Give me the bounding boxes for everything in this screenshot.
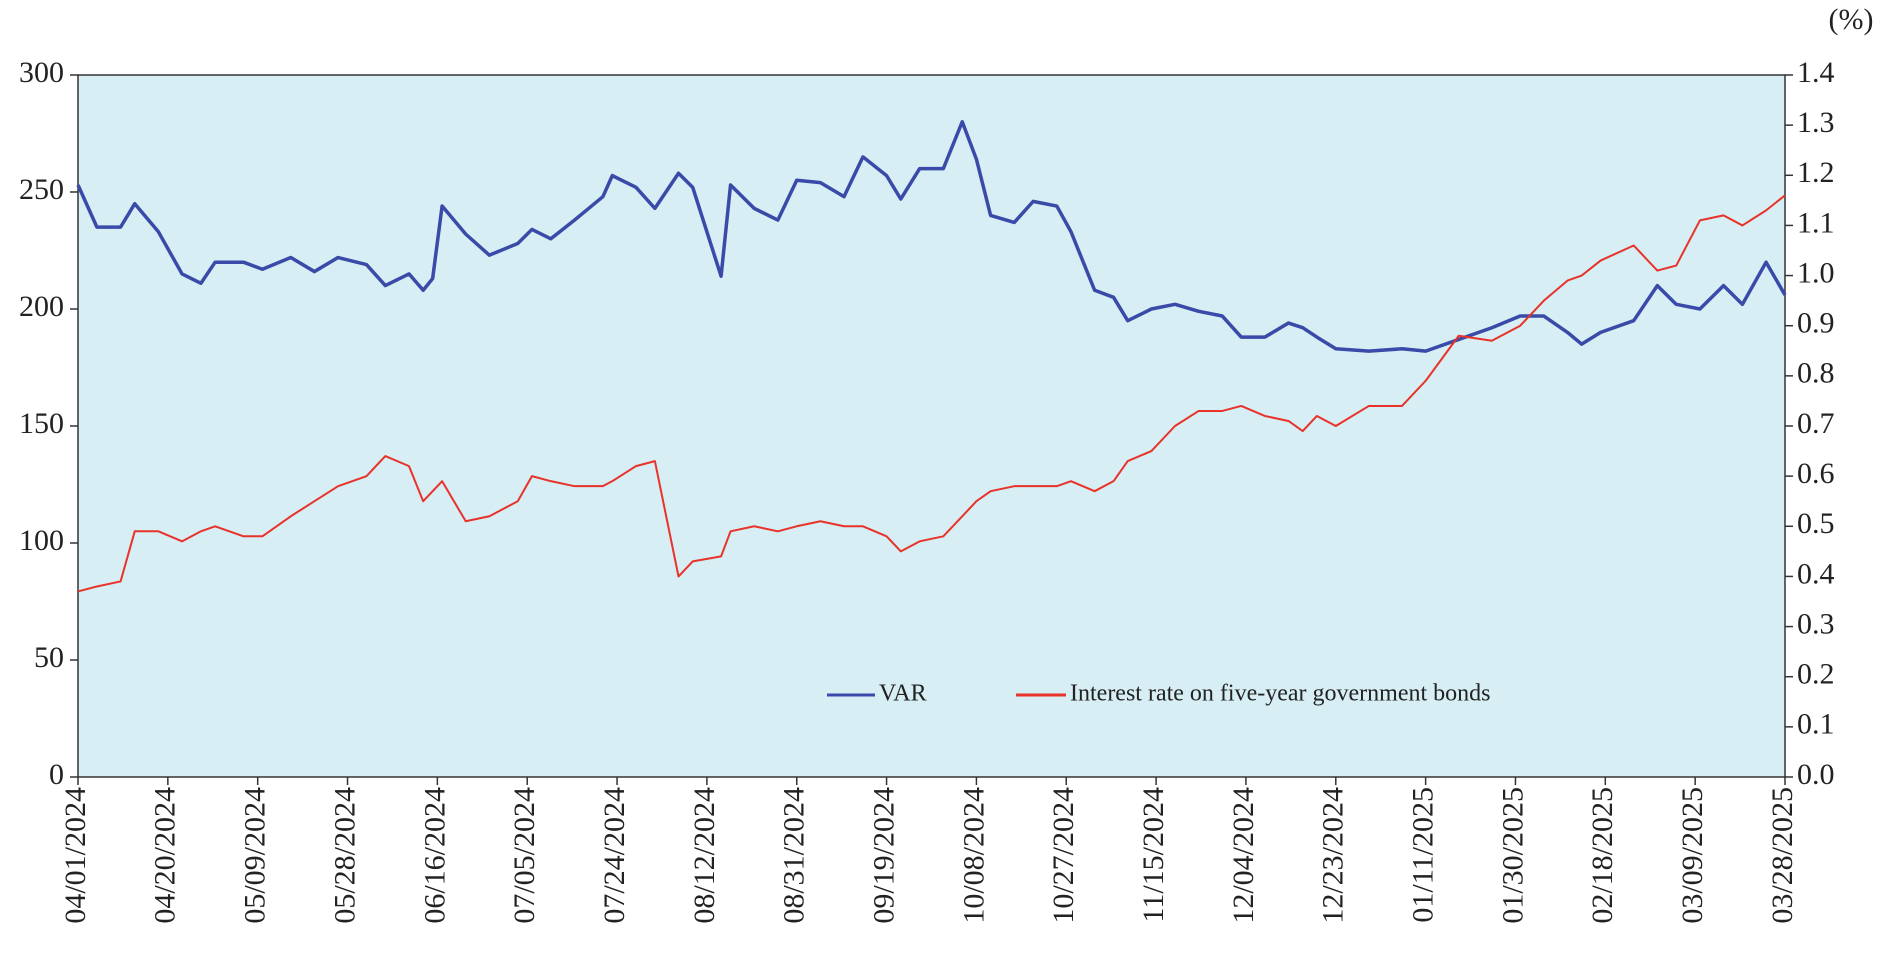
y2-tick-label: 1.2 [1797, 156, 1835, 189]
y2-tick-label: 0.4 [1797, 557, 1835, 590]
y2-tick-label: 1.1 [1797, 206, 1835, 239]
y-tick-label: 50 [34, 641, 64, 674]
legend-label: Interest rate on five-year government bo… [1070, 681, 1491, 707]
x-tick-label: 03/09/2025 [1676, 787, 1709, 924]
plot-area [77, 74, 1786, 778]
y-tick-label: 100 [19, 524, 64, 557]
x-tick-label: 08/31/2024 [778, 787, 811, 924]
y2-tick-label: 1.0 [1797, 256, 1835, 289]
x-tick-label: 03/28/2025 [1766, 787, 1799, 924]
series-line [77, 194, 1786, 593]
x-tick-label: 11/15/2024 [1137, 787, 1170, 923]
y-tick-label: 250 [19, 173, 64, 206]
series-line [76, 120, 1787, 353]
x-tick-label: 01/30/2025 [1496, 787, 1529, 924]
x-tick-label: 07/24/2024 [598, 787, 631, 924]
y2-tick-label: 0.1 [1797, 708, 1835, 741]
y-tick-label: 150 [19, 407, 64, 440]
y2-tick-label: 0.3 [1797, 607, 1835, 640]
x-tick-label: 05/28/2024 [328, 787, 361, 924]
x-tick-label: 08/12/2024 [688, 787, 721, 924]
y-tick-label: 200 [19, 290, 64, 323]
x-tick-label: 09/19/2024 [867, 787, 900, 924]
y2-axis-label: (%) [1829, 3, 1874, 36]
x-tick-label: 12/04/2024 [1227, 787, 1260, 924]
x-tick-label: 02/18/2025 [1586, 787, 1619, 924]
y-tick-label: 0 [49, 758, 64, 791]
y2-tick-label: 0.9 [1797, 307, 1835, 340]
x-tick-label: 07/05/2024 [508, 787, 541, 924]
x-tick-label: 04/01/2024 [59, 787, 92, 924]
legend-label: VAR [879, 681, 927, 707]
y-tick-label: 300 [19, 56, 64, 89]
y2-tick-label: 0.8 [1797, 357, 1835, 390]
x-tick-label: 10/27/2024 [1047, 787, 1080, 924]
x-tick-label: 04/20/2024 [149, 787, 182, 924]
x-tick-label: 01/11/2025 [1407, 787, 1440, 923]
y2-tick-label: 1.3 [1797, 106, 1835, 139]
y2-tick-label: 1.4 [1797, 56, 1835, 89]
x-tick-label: 05/09/2024 [239, 787, 272, 924]
x-tick-label: 06/16/2024 [418, 787, 451, 924]
y2-tick-label: 0.2 [1797, 658, 1835, 691]
y2-tick-label: 0.6 [1797, 457, 1835, 490]
y2-tick-label: 0.5 [1797, 507, 1835, 540]
y2-tick-label: 0.0 [1797, 758, 1835, 791]
y2-tick-label: 0.7 [1797, 407, 1835, 440]
x-tick-label: 12/23/2024 [1317, 787, 1350, 924]
x-tick-label: 10/08/2024 [957, 787, 990, 924]
